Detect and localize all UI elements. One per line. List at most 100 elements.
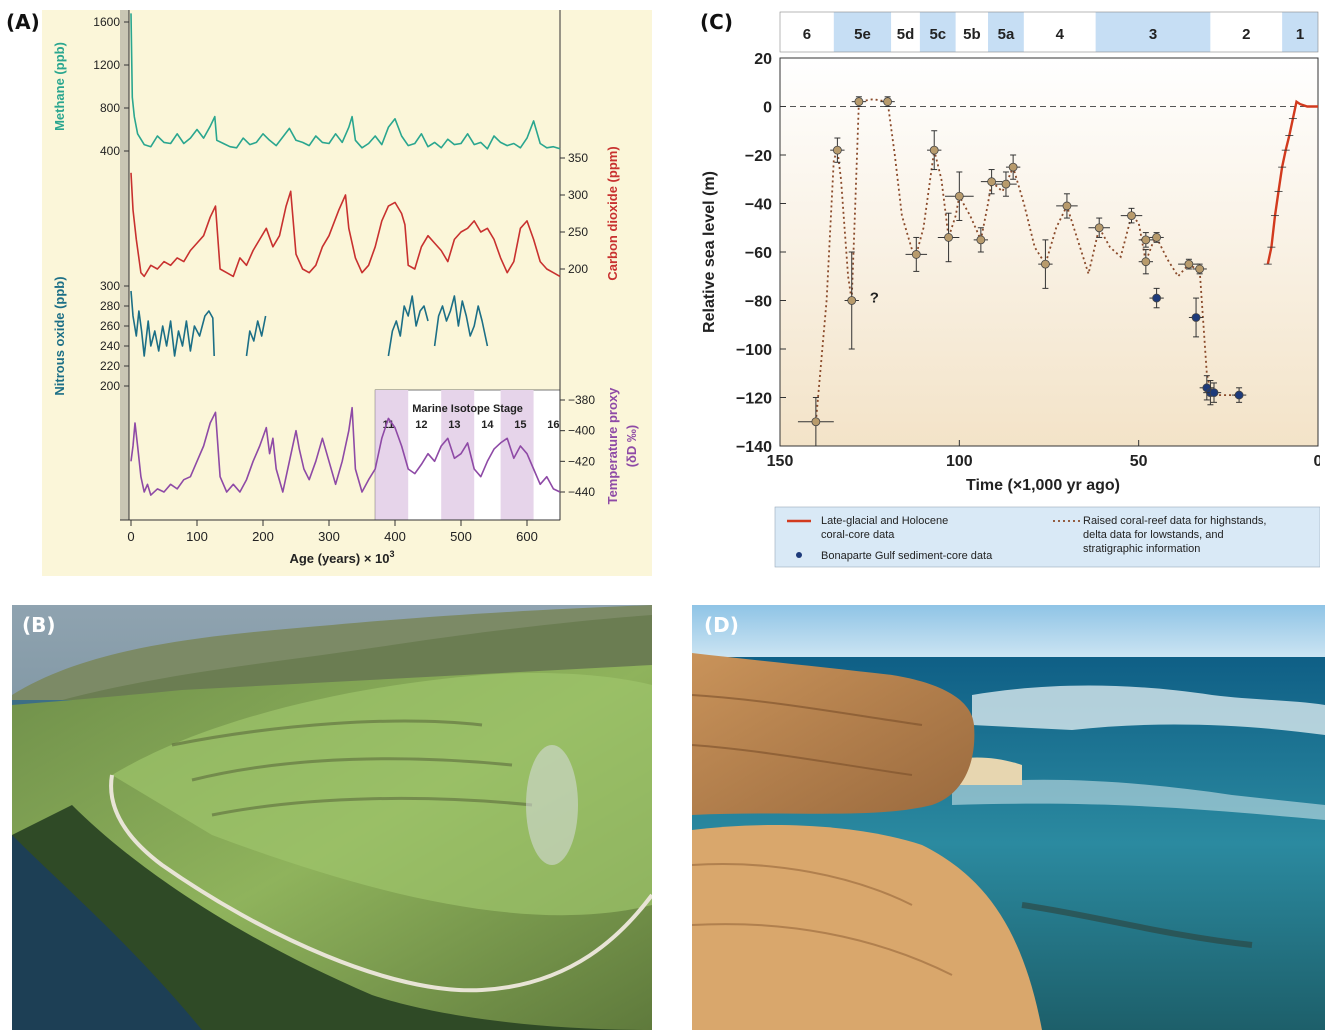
y-tick-label-20: 20 <box>754 51 772 68</box>
x-axis-label: Time (×1,000 yr ago) <box>966 477 1120 494</box>
coral-point-21 <box>1192 263 1207 275</box>
stage-band-6 <box>780 12 834 52</box>
coral-point-6 <box>927 130 942 171</box>
mis-title: Marine Isotope Stage <box>412 403 523 415</box>
legend-holocene-label-1: Late-glacial and Holocene <box>821 515 948 527</box>
stage-label-2: 2 <box>1242 26 1250 43</box>
stage-label-1: 1 <box>1296 26 1304 43</box>
coral-point-20 <box>1178 258 1200 270</box>
bonaparte-point-0 <box>1149 287 1164 309</box>
coral-point-10 <box>980 169 1003 195</box>
coral-point-5-marker <box>911 250 921 259</box>
panel-label-a: (A) <box>6 10 40 34</box>
nitrous-tick-label-280: 280 <box>100 299 120 313</box>
coral-point-0 <box>797 397 834 447</box>
temperature-axis-label: Temperature proxy <box>605 387 620 505</box>
stage-band-5b <box>955 12 989 52</box>
legend-bonaparte-label: Bonaparte Gulf sediment-core data <box>821 550 993 562</box>
x-tick-label-300: 300 <box>318 529 340 544</box>
mis-label-14: 14 <box>481 419 494 431</box>
sea-level-svg: 6 5e 5d 5c 5b 5a 4 3 2 1 20 0 −20 −40 −60 −80 −100 −120 −1… <box>701 11 1323 568</box>
stage-label-5e: 5e <box>854 26 871 43</box>
stage-label-4: 4 <box>1056 26 1065 43</box>
coral-point-8-marker <box>954 191 964 201</box>
nitrous-axis-label: Nitrous oxide (ppb) <box>52 276 67 395</box>
mis-label-15: 15 <box>514 419 526 431</box>
coral-point-5 <box>905 236 928 272</box>
mis-label-13: 13 <box>448 419 460 431</box>
stage-bar-frame <box>779 11 1319 53</box>
bonaparte-point-4-marker <box>1209 388 1219 398</box>
coral-point-16-marker <box>1127 211 1136 221</box>
coral-point-12 <box>1005 154 1021 180</box>
coral-point-17-marker <box>1141 257 1151 267</box>
stage-band-2 <box>1210 12 1283 52</box>
carbon-series-line-0 <box>130 172 561 278</box>
y-tick-label--60: −60 <box>745 245 772 262</box>
stage-label-5d: 5d <box>897 26 915 43</box>
temp-axis-unit: (δD ‰) <box>624 425 639 468</box>
bonaparte-point-1 <box>1188 297 1204 338</box>
coral-point-19 <box>1149 232 1164 243</box>
mis-band-0 <box>375 390 409 520</box>
panel-label-d: (D) <box>704 613 739 637</box>
coral-point-15 <box>1088 217 1110 238</box>
coral-point-18-marker <box>1141 235 1151 245</box>
stage-band-5e <box>833 12 892 52</box>
coral-point-7-marker <box>944 233 953 242</box>
legend-coral-label-1: Raised coral-reef data for highstands, <box>1083 515 1266 527</box>
stage-band-5a <box>988 12 1024 52</box>
nitrous-tick-label-220: 220 <box>100 359 120 373</box>
nitrous-series-line-3 <box>433 295 489 347</box>
coral-point-14 <box>1056 193 1078 219</box>
x-tick-label-500: 500 <box>450 529 472 544</box>
legend-holocene-label-2: coral-core data <box>821 529 895 541</box>
nitrous-tick-label-300: 300 <box>100 279 120 293</box>
mis-label-11: 11 <box>383 419 395 431</box>
coral-point-15-marker <box>1094 223 1104 233</box>
coral-point-12-marker <box>1008 162 1018 172</box>
coral-point-10-marker <box>987 177 997 187</box>
coral-point-3-marker <box>854 97 864 107</box>
stage-band-5d <box>891 12 920 52</box>
coral-point-14-marker <box>1062 201 1072 211</box>
coral-point-3 <box>851 96 867 107</box>
bonaparte-point-1-marker <box>1191 313 1201 322</box>
coral-point-2-marker <box>847 296 857 305</box>
coral-point-11-marker <box>1001 179 1011 189</box>
carbon-tick-label-200: 200 <box>568 262 588 276</box>
y-tick-label--20: −20 <box>745 148 772 165</box>
legend-coral-label-3: stratigraphic information <box>1083 543 1200 555</box>
coral-point-16 <box>1120 207 1143 224</box>
coral-point-0-marker <box>811 417 821 427</box>
dotted-curve <box>815 98 1240 422</box>
nitrous-series-line-0 <box>130 290 215 357</box>
mis-label-12: 12 <box>415 419 427 431</box>
stage-band-3 <box>1095 12 1211 52</box>
stage-band-1 <box>1282 12 1318 52</box>
x-tick-label-50: 50 <box>1130 453 1148 470</box>
coral-point-18 <box>1138 232 1154 248</box>
bonaparte-point-5 <box>1231 387 1247 403</box>
stage-label-3: 3 <box>1149 26 1157 43</box>
x-tick-label-0: 0 <box>127 529 134 544</box>
coral-point-6-marker <box>929 145 939 155</box>
coral-point-9 <box>973 227 989 253</box>
stage-label-5a: 5a <box>998 26 1015 43</box>
coral-point-13-marker <box>1041 259 1050 269</box>
x-tick-label-400: 400 <box>384 529 406 544</box>
x-tick-label-0: 0 <box>1314 453 1320 470</box>
carbon-tick-label-300: 300 <box>568 188 588 202</box>
coral-point-7 <box>937 212 960 263</box>
coral-point-8 <box>944 171 974 221</box>
stage-band-5c <box>919 12 956 52</box>
carbon-axis-label: Carbon dioxide (ppm) <box>605 146 620 280</box>
ice-core-chart: Marine Isotope Stage 11 12 13 14 15 16 400 800 12… <box>42 10 652 576</box>
coral-point-1-marker <box>832 145 842 155</box>
nitrous-series-line-2 <box>387 295 429 357</box>
panel-label-c: (C) <box>700 10 733 34</box>
y-tick-label--140: −140 <box>736 439 772 456</box>
legend-dot-swatch <box>796 552 802 558</box>
coral-point-11 <box>995 171 1017 197</box>
ice-core-svg: Marine Isotope Stage 11 12 13 14 15 16 400 800 12… <box>52 10 639 566</box>
